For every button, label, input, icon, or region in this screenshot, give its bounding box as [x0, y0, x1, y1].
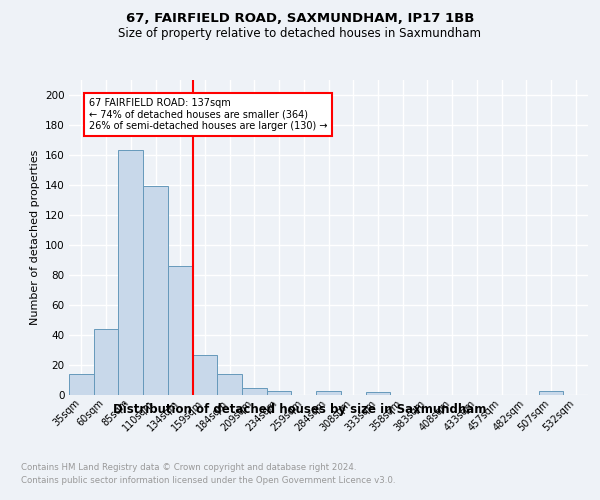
Bar — [69, 374, 94, 395]
Text: 67 FAIRFIELD ROAD: 137sqm
← 74% of detached houses are smaller (364)
26% of semi: 67 FAIRFIELD ROAD: 137sqm ← 74% of detac… — [89, 98, 327, 131]
Bar — [118, 150, 143, 395]
Y-axis label: Number of detached properties: Number of detached properties — [29, 150, 40, 325]
Bar — [539, 390, 563, 395]
Text: Contains HM Land Registry data © Crown copyright and database right 2024.: Contains HM Land Registry data © Crown c… — [21, 462, 356, 471]
Text: Distribution of detached houses by size in Saxmundham: Distribution of detached houses by size … — [113, 402, 487, 415]
Bar — [242, 388, 267, 395]
Text: Size of property relative to detached houses in Saxmundham: Size of property relative to detached ho… — [119, 28, 482, 40]
Bar — [365, 392, 390, 395]
Bar — [316, 390, 341, 395]
Bar — [193, 354, 217, 395]
Bar — [217, 374, 242, 395]
Bar — [143, 186, 168, 395]
Bar — [168, 266, 193, 395]
Bar — [267, 390, 292, 395]
Bar — [94, 329, 118, 395]
Text: Contains public sector information licensed under the Open Government Licence v3: Contains public sector information licen… — [21, 476, 395, 485]
Text: 67, FAIRFIELD ROAD, SAXMUNDHAM, IP17 1BB: 67, FAIRFIELD ROAD, SAXMUNDHAM, IP17 1BB — [126, 12, 474, 26]
